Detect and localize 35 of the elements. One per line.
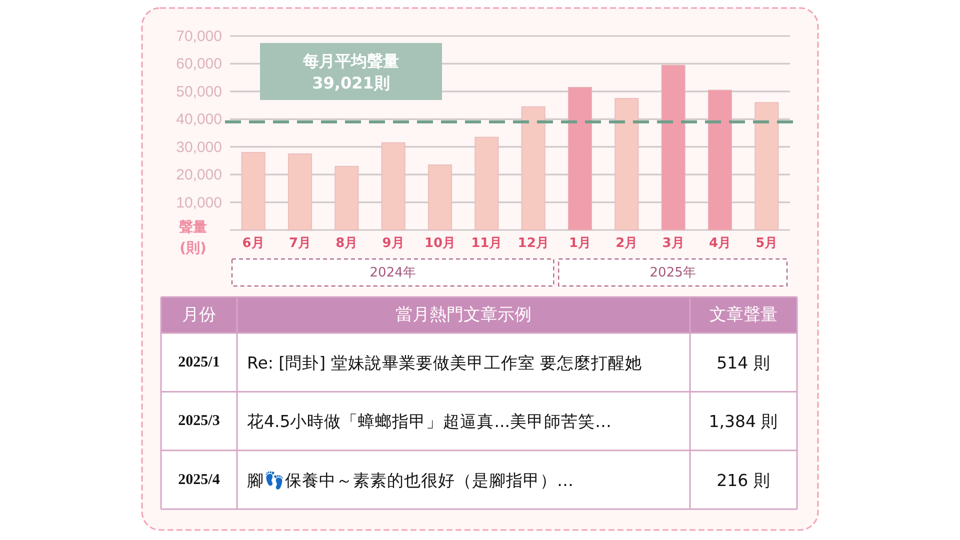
x-tick-label: 8月 xyxy=(336,236,358,250)
text: 2025/3 xyxy=(178,413,220,430)
text: 2025年 xyxy=(650,265,696,280)
text: 當月熱門文章示例 xyxy=(396,305,532,325)
x-tick-label: 10月 xyxy=(424,236,456,250)
text: 腳👣保養中～素素的也很好（是腳指甲）… xyxy=(247,469,574,490)
x-tick-label: 3月 xyxy=(662,236,684,250)
y-tick-label: 30,000 xyxy=(176,138,222,156)
y-axis-title: 聲量 (則) xyxy=(178,220,207,256)
text: 2025/4 xyxy=(178,472,220,488)
text: 2024年 xyxy=(370,265,416,280)
text: Re: [問卦] 堂妹說畢業要做美甲工作室 要怎麼打醒她 xyxy=(247,352,642,372)
x-tick-label: 5月 xyxy=(756,236,778,250)
x-tick-label: 12月 xyxy=(518,236,549,250)
y-tick-label: 40,000 xyxy=(176,110,222,128)
text: 花4.5小時做「蟑螂指甲」超逼真...美甲師苦笑… xyxy=(247,412,612,431)
text: 216 則 xyxy=(716,470,770,490)
y-tick-label: 10,000 xyxy=(176,194,222,211)
x-tick-label: 9月 xyxy=(382,236,404,250)
x-tick-label: 1月 xyxy=(568,236,592,250)
y-tick-label: 70,000 xyxy=(176,28,222,44)
ref-line-label: 每月平均聲量 39,021則 xyxy=(302,51,399,92)
x-tick-label: 7月 xyxy=(288,236,312,250)
text: 514 則 xyxy=(716,352,770,372)
x-tick-label: 11月 xyxy=(471,236,502,250)
text: 文章聲量 xyxy=(710,305,778,325)
text: 2025/1 xyxy=(178,354,220,370)
text: 1,384 則 xyxy=(708,412,778,431)
x-tick-label: 6月 xyxy=(242,236,264,250)
y-tick-label: 20,000 xyxy=(176,166,222,184)
y-tick-label: 50,000 xyxy=(176,82,222,100)
x-tick-label: 2月 xyxy=(616,236,638,250)
text: 月份 xyxy=(182,305,216,325)
y-tick-label: 60,000 xyxy=(176,55,222,72)
x-tick-label: 4月 xyxy=(708,236,732,250)
